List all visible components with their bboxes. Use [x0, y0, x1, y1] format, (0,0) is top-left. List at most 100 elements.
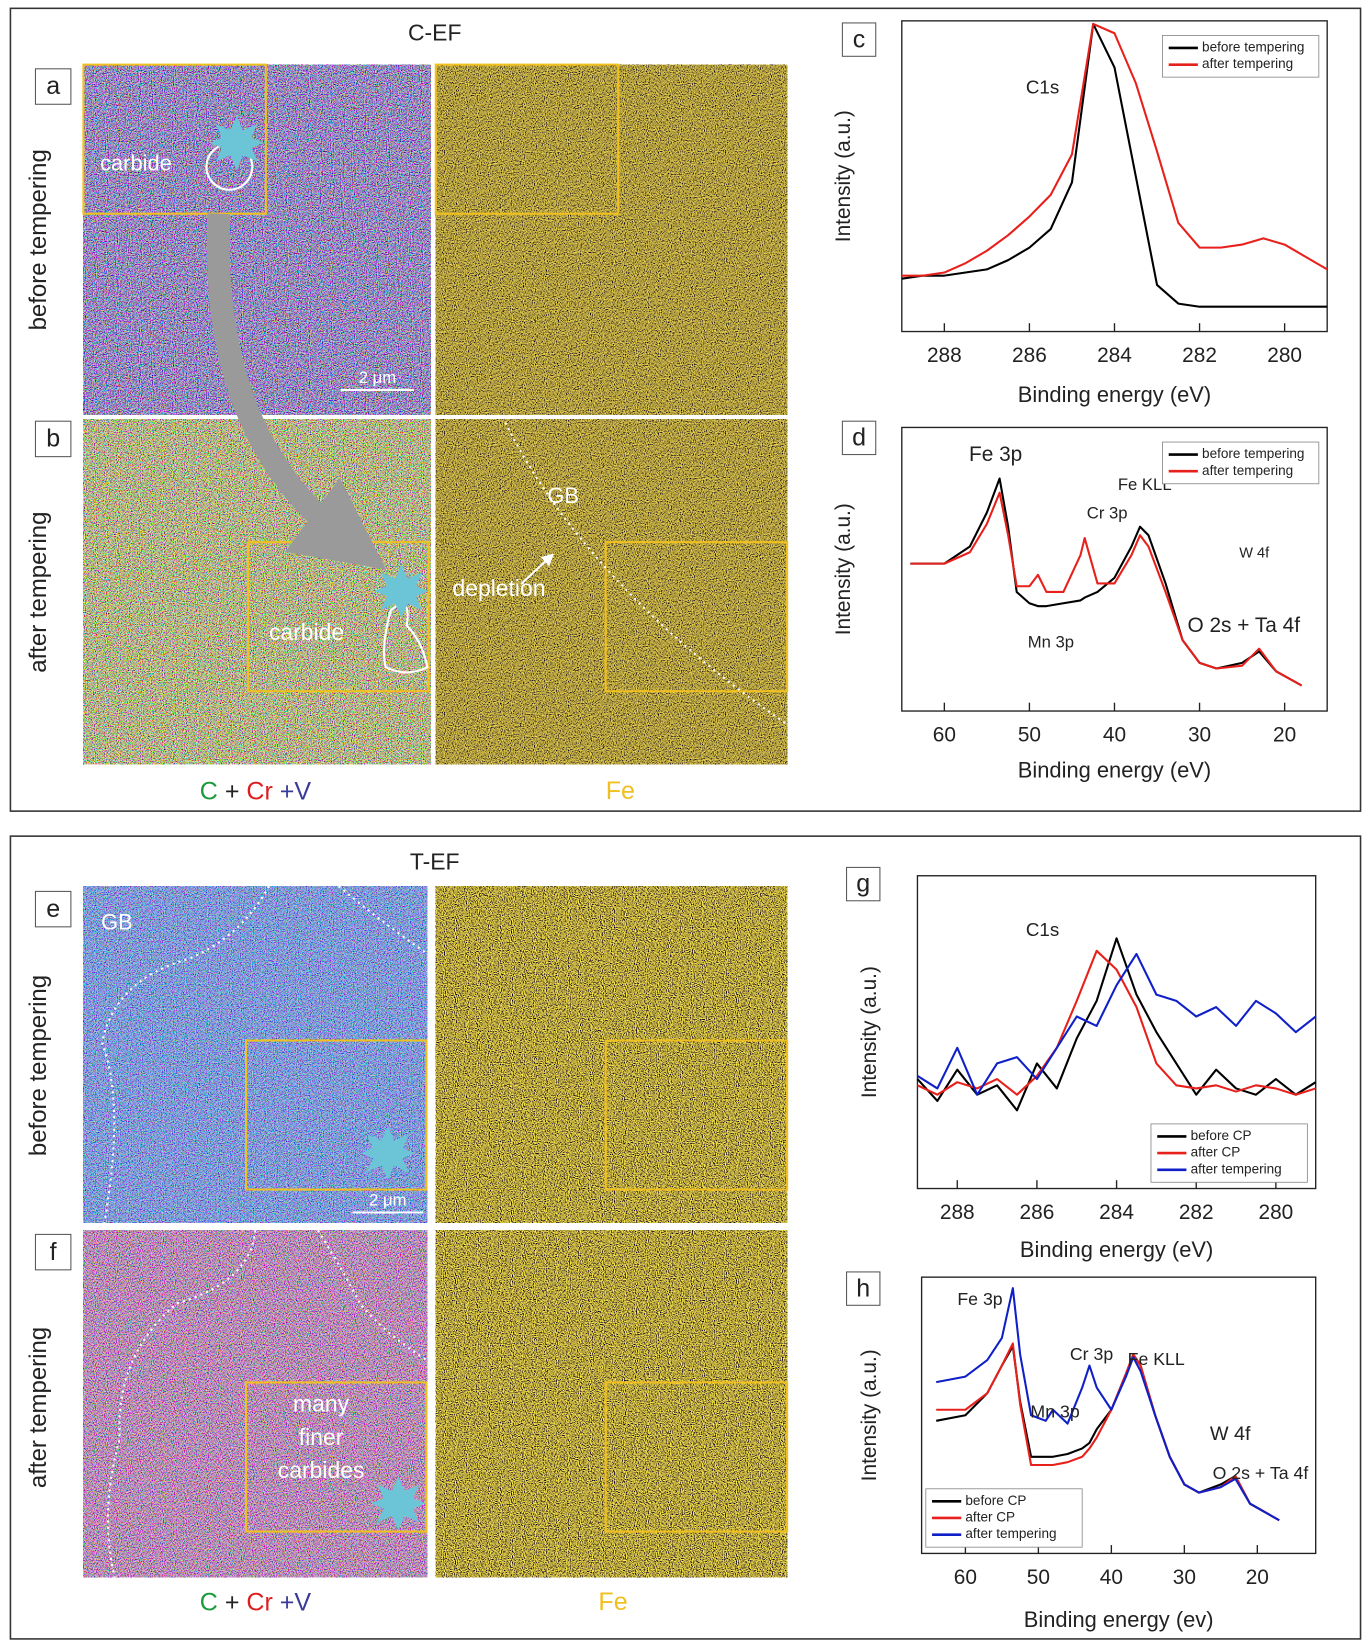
x-tick-label: 40: [1100, 1566, 1123, 1589]
element: Cr: [246, 1588, 272, 1616]
y-axis-label: Intensity (a.u.): [858, 966, 881, 1098]
star-marker: [360, 1125, 415, 1181]
section-frame: [9, 835, 1362, 1640]
annotation: GB: [101, 909, 133, 934]
panel-letter: c: [853, 25, 866, 53]
x-tick-label: 50: [1027, 1566, 1050, 1589]
roi-box: [245, 1039, 428, 1191]
section-frame: [9, 7, 1362, 812]
legend-label: after CP: [1191, 1145, 1241, 1160]
section-title: T-EF: [410, 848, 460, 874]
scale-label: 2 μm: [359, 368, 396, 387]
grain-boundary: [501, 416, 788, 726]
series-line: [917, 949, 1317, 1096]
roi-box: [604, 1039, 789, 1191]
x-tick-label: 40: [1103, 724, 1126, 747]
x-tick-label: 60: [954, 1566, 977, 1589]
legend-box: [1162, 35, 1320, 78]
x-tick-label: 280: [1267, 344, 1302, 367]
legend-label: after CP: [965, 1510, 1015, 1525]
series-line: [910, 491, 1303, 687]
eftem-map: [83, 64, 431, 415]
panel-letter: e: [46, 895, 60, 923]
legend-label: before tempering: [1202, 40, 1304, 55]
series-line: [936, 1287, 1280, 1522]
panel-letter-box: [34, 68, 72, 105]
map-label: C + Cr +V: [200, 1588, 312, 1616]
arrow: [206, 213, 387, 570]
legend-label: before tempering: [1202, 446, 1304, 461]
map-label: C + Cr +V: [200, 777, 312, 805]
scale-label: 2 μm: [369, 1190, 406, 1209]
panel-letter-box: [34, 1233, 72, 1271]
annotation: O 2s + Ta 4f: [1213, 1463, 1309, 1483]
y-axis-label: Intensity (a.u.): [858, 1349, 881, 1481]
series-line: [916, 937, 1317, 1112]
element: C: [200, 777, 218, 805]
star-marker: [371, 1476, 426, 1531]
annotation: C1s: [1026, 919, 1059, 940]
annotation: O 2s + Ta 4f: [1187, 614, 1300, 637]
legend-label: after tempering: [1202, 463, 1293, 478]
annotation: Mn 3p: [1028, 633, 1074, 652]
eftem-map: [435, 64, 788, 415]
eftem-map: [435, 419, 788, 765]
series-line: [901, 22, 1328, 308]
panel-letter-box: [846, 866, 881, 902]
x-tick-label: 60: [933, 724, 956, 747]
section-title: C-EF: [408, 19, 461, 45]
annotation: C1s: [1026, 77, 1059, 98]
annotation: depletion: [452, 575, 545, 601]
legend-label: after tempering: [965, 1526, 1056, 1541]
x-tick-label: 50: [1018, 724, 1041, 747]
panel-letter: b: [46, 425, 60, 453]
x-tick-label: 286: [1020, 1201, 1055, 1224]
x-axis-label: Binding energy (eV): [1018, 757, 1211, 782]
map-label: Fe: [606, 777, 635, 805]
legend-label: after tempering: [1202, 56, 1293, 71]
eftem-map: [83, 1230, 428, 1578]
x-axis-label: Binding energy (eV): [1020, 1237, 1213, 1262]
annotation: many: [293, 1390, 350, 1416]
panel-letter: g: [856, 870, 870, 898]
x-tick-label: 20: [1273, 724, 1296, 747]
grain-boundary: [101, 885, 270, 1224]
arrow: [520, 553, 555, 585]
element: +V: [280, 1588, 312, 1616]
row-label: before tempering: [25, 975, 52, 1156]
annotation: Fe 3p: [969, 443, 1022, 466]
series-line: [916, 952, 1317, 1096]
x-tick-label: 280: [1258, 1201, 1293, 1224]
x-tick-label: 288: [940, 1201, 975, 1224]
eftem-map: [435, 1230, 788, 1578]
x-tick-label: 282: [1182, 344, 1217, 367]
annotation: Fe KLL: [1118, 475, 1172, 494]
roi-box: [245, 1381, 428, 1533]
x-tick-label: 284: [1099, 1201, 1134, 1224]
carbide-outline: [382, 603, 429, 674]
x-tick-label: 30: [1188, 724, 1211, 747]
eftem-map: [83, 419, 431, 765]
x-tick-label: 282: [1179, 1201, 1214, 1224]
annotation: W 4f: [1210, 1423, 1251, 1445]
element: +: [225, 1588, 240, 1616]
element: +V: [280, 777, 312, 805]
y-axis-label: Intensity (a.u.): [832, 503, 855, 635]
annotation: W 4f: [1239, 545, 1270, 561]
annotation: GB: [547, 483, 579, 508]
element: C: [200, 1588, 218, 1616]
x-tick-label: 30: [1173, 1566, 1196, 1589]
panel-letter-box: [34, 890, 72, 928]
panel-letter-box: [841, 22, 877, 57]
x-tick-label: 288: [927, 344, 962, 367]
annotation: Fe 3p: [957, 1289, 1002, 1309]
row-label: after tempering: [25, 1327, 52, 1488]
series-line: [901, 22, 1328, 277]
legend-box: [1162, 441, 1320, 485]
panel-letter: h: [856, 1274, 870, 1302]
panel-letter-box: [846, 1271, 881, 1306]
roi-box: [82, 63, 267, 215]
row-label: after tempering: [25, 512, 52, 673]
